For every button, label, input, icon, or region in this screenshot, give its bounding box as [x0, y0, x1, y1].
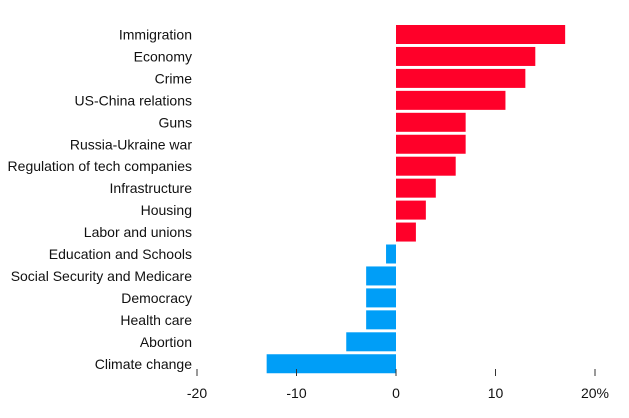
- category-label: Democracy: [121, 290, 192, 306]
- x-tick-label: -10: [286, 385, 306, 401]
- category-label: Immigration: [119, 27, 192, 43]
- x-tick-label: 0: [392, 385, 400, 401]
- category-label: Health care: [120, 312, 192, 328]
- category-label: Economy: [134, 48, 192, 64]
- bar: [396, 112, 466, 132]
- category-label: Housing: [141, 202, 192, 218]
- bar: [266, 354, 396, 374]
- category-label: Labor and unions: [84, 224, 192, 240]
- category-label: Russia-Ukraine war: [70, 136, 192, 152]
- bar: [396, 222, 416, 242]
- x-tick-label: 10: [488, 385, 504, 401]
- category-label: Crime: [155, 70, 193, 86]
- category-label: Guns: [159, 114, 192, 130]
- bar: [396, 134, 466, 154]
- category-label: Regulation of tech companies: [8, 158, 192, 174]
- bar: [366, 266, 396, 286]
- bar: [396, 46, 536, 66]
- category-label: US-China relations: [75, 92, 193, 108]
- x-tick-label: -20: [187, 385, 207, 401]
- bar: [366, 310, 396, 330]
- bar: [396, 68, 526, 88]
- bar: [396, 178, 436, 198]
- category-label: Infrastructure: [110, 180, 193, 196]
- bar: [396, 156, 456, 176]
- bar: [386, 244, 396, 264]
- bar: [396, 25, 566, 44]
- category-label: Social Security and Medicare: [11, 268, 193, 284]
- category-label: Education and Schools: [49, 246, 192, 262]
- category-label: Abortion: [140, 334, 192, 350]
- bar: [346, 332, 396, 352]
- bar: [366, 288, 396, 308]
- x-tick-label: 20%: [581, 385, 609, 401]
- bar: [396, 90, 506, 110]
- bar: [396, 200, 426, 220]
- category-label: Climate change: [95, 356, 192, 372]
